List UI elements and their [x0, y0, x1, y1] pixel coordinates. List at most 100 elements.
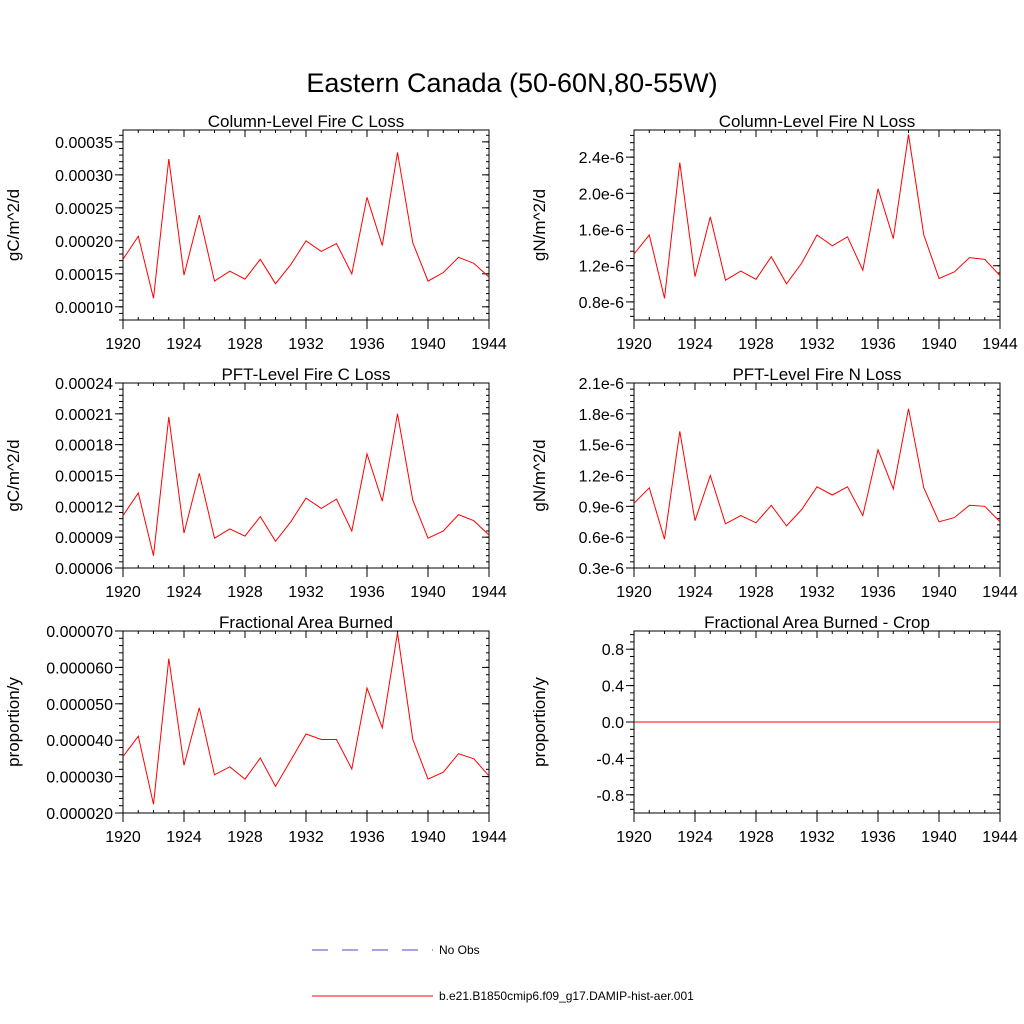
x-tick-label: 1920 — [105, 336, 141, 353]
y-tick-label: 1.8e-6 — [579, 407, 624, 424]
y-axis-label: proportion/y — [4, 677, 23, 767]
y-tick-label: 0.8e-6 — [579, 295, 624, 312]
x-tick-label: 1932 — [288, 584, 324, 601]
x-tick-label: 1936 — [860, 336, 896, 353]
x-tick-label: 1944 — [471, 584, 507, 601]
x-tick-label: 1928 — [738, 584, 774, 601]
panel-title: Fractional Area Burned — [219, 613, 393, 632]
x-tick-label: 1944 — [982, 829, 1018, 846]
figure-title: Eastern Canada (50-60N,80-55W) — [306, 68, 717, 98]
y-axis-label: gN/m^2/d — [530, 189, 549, 261]
y-tick-label: 0.000050 — [46, 697, 113, 714]
panel-title: PFT-Level Fire C Loss — [221, 365, 390, 384]
plot-frame — [633, 129, 1001, 321]
y-tick-label: 0.00015 — [55, 469, 113, 486]
x-tick-label: 1932 — [288, 336, 324, 353]
x-tick-label: 1944 — [471, 829, 507, 846]
y-axis-label: proportion/y — [530, 677, 549, 767]
chart-panel-2: 1920 1924 1928 1932 1936 1940 1944 0.8e-6 1.2e-6… — [530, 112, 1018, 353]
y-tick-label: 1.6e-6 — [579, 223, 624, 240]
x-tick-label: 1940 — [921, 829, 957, 846]
x-tick-label: 1944 — [982, 584, 1018, 601]
legend: No Obs b.e21.B1850cmip6.f09_g17.DAMIP-hi… — [312, 943, 694, 1003]
y-tick-label: 0.000070 — [46, 624, 113, 641]
y-tick-label: 0.000030 — [46, 770, 113, 787]
x-tick-label: 1932 — [799, 584, 835, 601]
x-tick-label: 1936 — [349, 584, 385, 601]
y-tick-label: 0.00035 — [55, 135, 113, 152]
y-tick-label: 0.4 — [602, 679, 624, 696]
y-tick-label: 0.000040 — [46, 733, 113, 750]
y-axis-label: gN/m^2/d — [530, 439, 549, 511]
y-tick-label: 0.00015 — [55, 267, 113, 284]
legend-no-obs-label: No Obs — [439, 943, 480, 957]
x-tick-label: 1936 — [860, 584, 896, 601]
y-tick-label: 0.8 — [602, 642, 624, 659]
x-tick-label: 1940 — [921, 336, 957, 353]
x-tick-label: 1920 — [616, 336, 652, 353]
y-tick-label: 0.000020 — [46, 806, 113, 823]
x-tick-label: 1928 — [738, 829, 774, 846]
y-tick-label: -0.4 — [596, 751, 624, 768]
x-tick-label: 1924 — [166, 584, 202, 601]
y-tick-label: 0.00009 — [55, 530, 113, 547]
x-tick-label: 1924 — [677, 584, 713, 601]
x-tick-label: 1920 — [616, 829, 652, 846]
x-tick-label: 1936 — [349, 829, 385, 846]
x-tick-label: 1928 — [227, 829, 263, 846]
plot-frame — [633, 382, 1001, 569]
x-tick-label: 1920 — [105, 829, 141, 846]
panels: 1920 1924 1928 1932 1936 1940 1944 0.00010 0.000… — [4, 112, 1018, 846]
y-tick-label: 2.0e-6 — [579, 186, 624, 203]
series-line — [633, 134, 1001, 299]
x-tick-label: 1944 — [982, 336, 1018, 353]
y-tick-label: 0.00018 — [55, 438, 113, 455]
chart-panel-1: 1920 1924 1928 1932 1936 1940 1944 0.00010 0.000… — [4, 112, 507, 353]
series-line — [122, 152, 490, 299]
plot-frame — [122, 382, 490, 569]
x-tick-label: 1940 — [921, 584, 957, 601]
x-tick-label: 1924 — [677, 829, 713, 846]
y-axis-label: gC/m^2/d — [4, 189, 23, 261]
y-tick-label: 0.00024 — [55, 376, 113, 393]
y-tick-label: 0.9e-6 — [579, 499, 624, 516]
y-tick-label: 0.00010 — [55, 300, 113, 317]
x-tick-label: 1940 — [410, 336, 446, 353]
series-line — [122, 413, 490, 556]
x-tick-label: 1940 — [410, 829, 446, 846]
y-tick-label: 2.1e-6 — [579, 376, 624, 393]
y-tick-label: -0.8 — [596, 788, 624, 805]
x-tick-label: 1932 — [799, 829, 835, 846]
y-tick-label: 1.2e-6 — [579, 469, 624, 486]
series-line — [633, 408, 1001, 540]
y-tick-label: 1.2e-6 — [579, 259, 624, 276]
chart-panel-6: 1920 1924 1928 1932 1936 1940 1944 -0.8 -0.4 0.0 0… — [530, 613, 1018, 846]
x-tick-label: 1936 — [349, 336, 385, 353]
y-tick-label: 0.0 — [602, 715, 624, 732]
panel-title: Fractional Area Burned - Crop — [704, 613, 930, 632]
chart-panel-5: 1920 1924 1928 1932 1936 1940 1944 0.000020 0.00… — [4, 613, 507, 846]
panel-title: PFT-Level Fire N Loss — [732, 365, 901, 384]
x-tick-label: 1928 — [227, 336, 263, 353]
chart-panel-3: 1920 1924 1928 1932 1936 1940 1944 0.00006 0.000… — [4, 365, 507, 601]
y-tick-label: 0.00030 — [55, 168, 113, 185]
x-tick-label: 1936 — [860, 829, 896, 846]
x-tick-label: 1928 — [738, 336, 774, 353]
y-tick-label: 0.3e-6 — [579, 561, 624, 578]
panel-title: Column-Level Fire C Loss — [208, 112, 405, 131]
x-tick-label: 1924 — [166, 829, 202, 846]
x-tick-label: 1924 — [166, 336, 202, 353]
x-tick-label: 1944 — [471, 336, 507, 353]
chart-panel-4: 1920 1924 1928 1932 1936 1940 1944 0.3e-6 0.6e-6… — [530, 365, 1018, 601]
y-tick-label: 0.00006 — [55, 561, 113, 578]
y-tick-label: 0.000060 — [46, 660, 113, 677]
y-tick-label: 0.00025 — [55, 201, 113, 218]
y-tick-label: 1.5e-6 — [579, 438, 624, 455]
y-tick-label: 0.6e-6 — [579, 530, 624, 547]
legend-model-label: b.e21.B1850cmip6.f09_g17.DAMIP-hist-aer.… — [439, 989, 694, 1003]
y-tick-label: 2.4e-6 — [579, 150, 624, 167]
x-tick-label: 1932 — [288, 829, 324, 846]
x-tick-label: 1920 — [105, 584, 141, 601]
y-tick-label: 0.00020 — [55, 234, 113, 251]
y-axis-label: gC/m^2/d — [4, 439, 23, 511]
